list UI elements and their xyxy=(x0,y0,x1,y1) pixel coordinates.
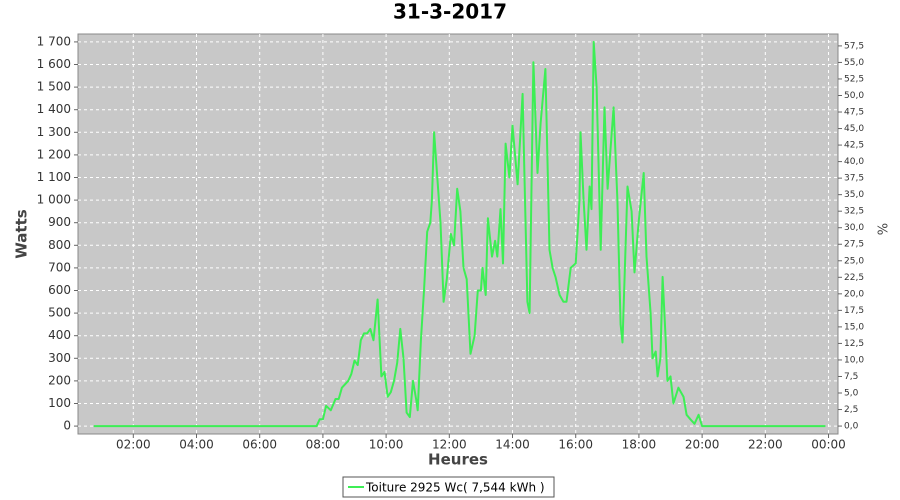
legend-label: Toiture 2925 Wc( 7,544 kWh ) xyxy=(365,481,545,495)
y2-tick-label: 27,5 xyxy=(844,240,864,250)
y-tick-label: 1 700 xyxy=(37,34,71,48)
y2-tick-label: 32,5 xyxy=(844,207,864,217)
x-tick-label: 04:00 xyxy=(179,438,214,452)
y2-tick-label: 10,0 xyxy=(844,355,864,365)
y-tick-label: 1 300 xyxy=(37,125,71,139)
y2-tick-label: 50,0 xyxy=(844,91,864,101)
x-tick-label: 16:00 xyxy=(558,438,593,452)
y2-tick-label: 55,0 xyxy=(844,58,864,68)
y2-tick-label: 42,5 xyxy=(844,141,864,151)
y-tick-label: 100 xyxy=(48,396,71,410)
x-tick-label: 08:00 xyxy=(306,438,341,452)
x-tick-label: 22:00 xyxy=(748,438,783,452)
y2-tick-label: 0,0 xyxy=(844,422,859,432)
plot-area xyxy=(77,33,839,435)
y2-tick-label: 15,0 xyxy=(844,322,864,332)
y2-tick-label: 5,0 xyxy=(844,389,859,399)
y-tick-label: 700 xyxy=(48,260,71,274)
y2-tick-label: 57,5 xyxy=(844,41,864,51)
legend-box xyxy=(342,476,555,498)
y2-tick-label: 40,0 xyxy=(844,157,864,167)
y-tick-label: 500 xyxy=(48,306,71,320)
x-tick-label: 00:00 xyxy=(811,438,846,452)
y2-tick-label: 35,0 xyxy=(844,190,864,200)
y2-tick-label: 2,5 xyxy=(844,405,858,415)
y-tick-label: 900 xyxy=(48,215,71,229)
y-tick-label: 1 600 xyxy=(37,57,71,71)
y2-tick-label: 47,5 xyxy=(844,108,864,118)
y2-tick-label: 22,5 xyxy=(844,273,864,283)
x-tick-label: 06:00 xyxy=(242,438,277,452)
y-tick-label: 600 xyxy=(48,283,71,297)
series-line xyxy=(93,40,826,428)
y-tick-label: 1 000 xyxy=(37,193,71,207)
y2-tick-label: 12,5 xyxy=(844,339,864,349)
y-tick-label: 1 200 xyxy=(37,147,71,161)
y2-axis-label: % xyxy=(877,223,892,235)
chart-title: 31-3-2017 xyxy=(393,0,507,24)
y2-tick-label: 30,0 xyxy=(844,223,864,233)
y-axis-label: Watts xyxy=(13,209,31,258)
y-tick-label: 1 500 xyxy=(37,80,71,94)
y-tick-label: 1 400 xyxy=(37,102,71,116)
y2-tick-label: 17,5 xyxy=(844,306,864,316)
y2-tick-label: 25,0 xyxy=(844,256,864,266)
y-tick-label: 400 xyxy=(48,328,71,342)
y-tick-label: 1 100 xyxy=(37,170,71,184)
y2-tick-label: 45,0 xyxy=(844,124,864,134)
y2-tick-label: 52,5 xyxy=(844,74,864,84)
x-tick-label: 20:00 xyxy=(685,438,720,452)
y-tick-label: 0 xyxy=(63,419,71,433)
y-tick-label: 200 xyxy=(48,373,71,387)
y-tick-label: 800 xyxy=(48,238,71,252)
y2-tick-label: 37,5 xyxy=(844,174,864,184)
x-tick-label: 10:00 xyxy=(369,438,404,452)
y-tick-label: 300 xyxy=(48,351,71,365)
x-tick-label: 12:00 xyxy=(432,438,467,452)
x-axis-label: Heures xyxy=(428,451,488,469)
x-tick-label: 02:00 xyxy=(116,438,151,452)
x-tick-label: 14:00 xyxy=(495,438,530,452)
y2-tick-label: 7,5 xyxy=(844,372,858,382)
x-tick-label: 18:00 xyxy=(622,438,657,452)
y2-tick-label: 20,0 xyxy=(844,289,864,299)
